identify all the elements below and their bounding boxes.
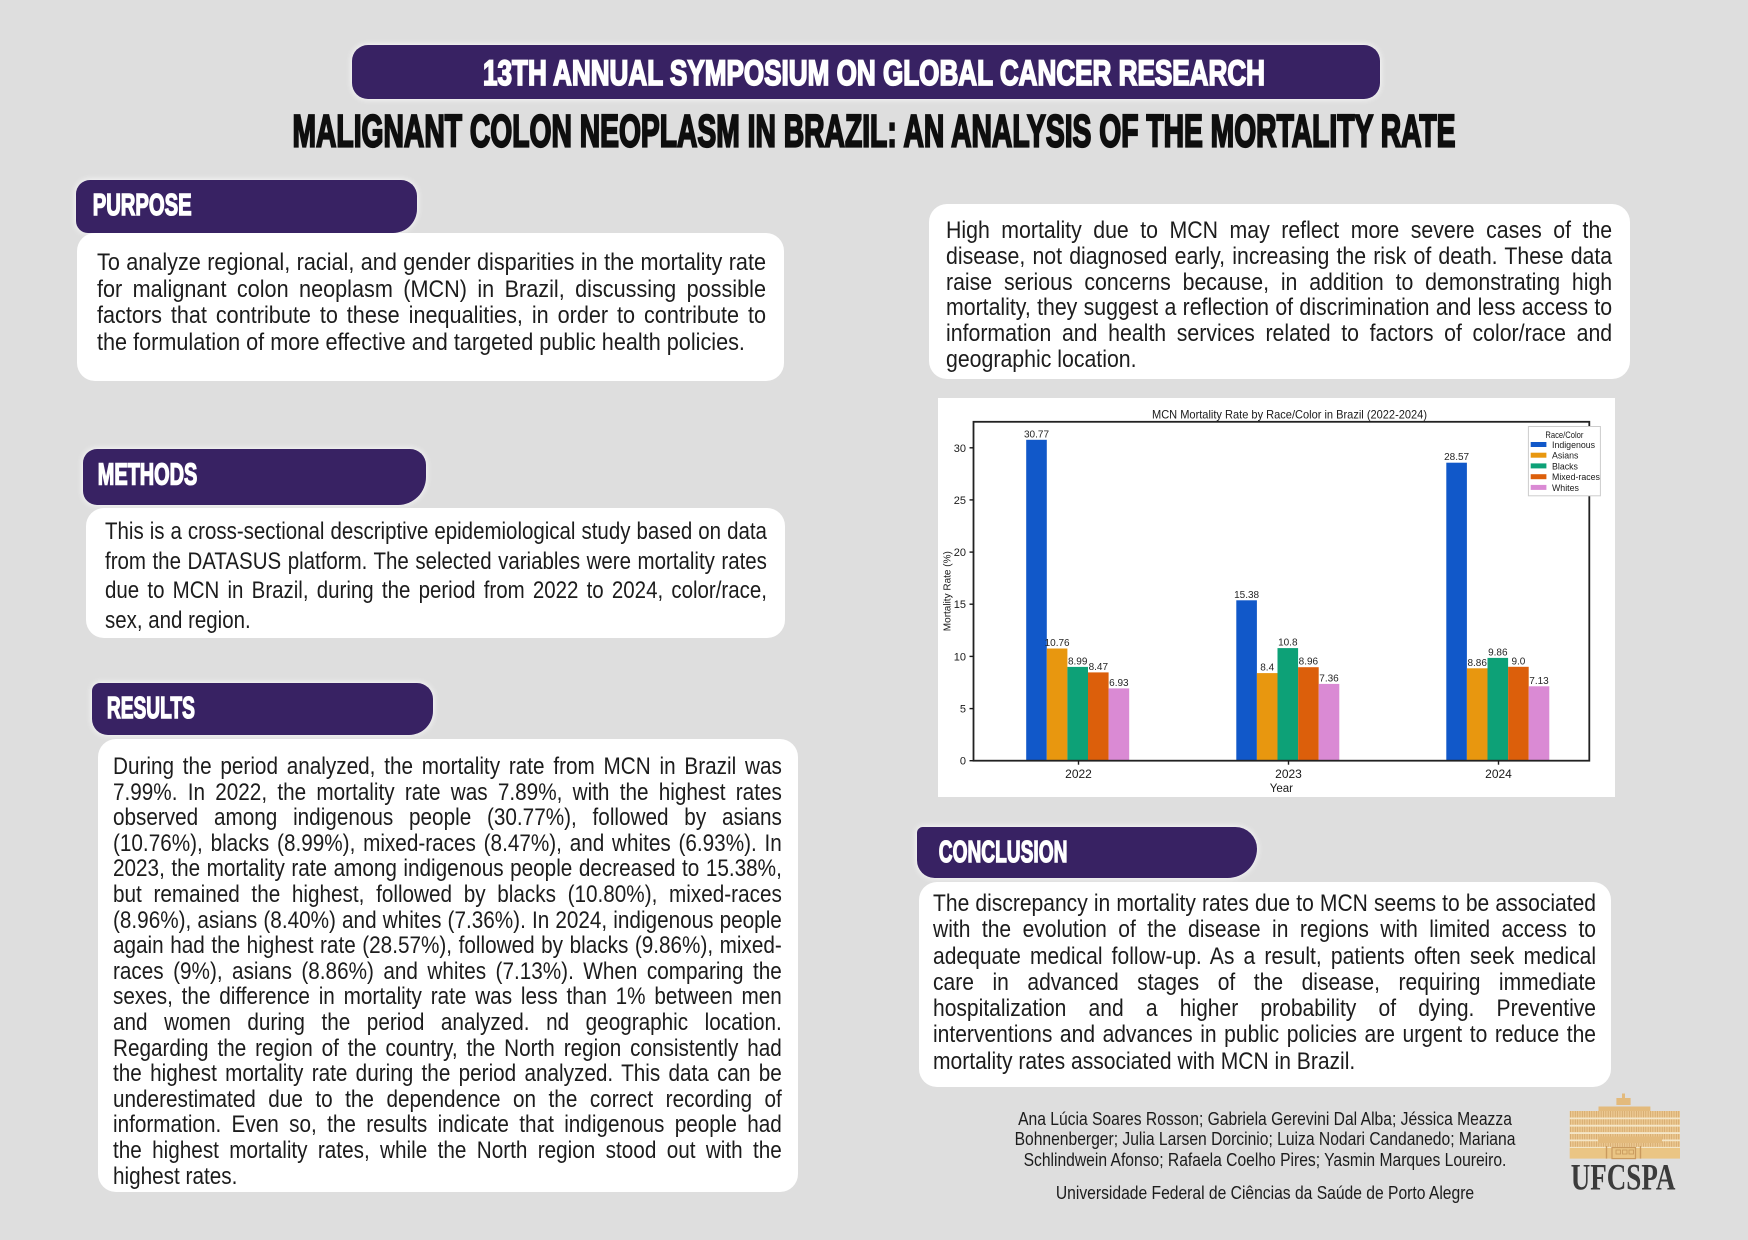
- svg-text:10.8: 10.8: [1278, 638, 1298, 649]
- svg-text:28.57: 28.57: [1444, 452, 1469, 463]
- svg-text:2024: 2024: [1485, 767, 1512, 781]
- svg-text:Blacks: Blacks: [1552, 461, 1579, 471]
- svg-text:Mortality Rate (%): Mortality Rate (%): [943, 551, 954, 631]
- svg-text:15.38: 15.38: [1234, 590, 1259, 601]
- svg-text:7.36: 7.36: [1319, 673, 1339, 684]
- svg-text:CONCLUSION: CONCLUSION: [939, 834, 1068, 869]
- svg-text:Whites: Whites: [1552, 483, 1579, 493]
- svg-text:8.47: 8.47: [1089, 662, 1109, 673]
- svg-text:15: 15: [954, 599, 966, 611]
- svg-text:25: 25: [954, 495, 966, 507]
- svg-text:UFCSPA: UFCSPA: [1571, 1158, 1676, 1199]
- svg-text:10.76: 10.76: [1045, 638, 1070, 649]
- svg-text:METHODS: METHODS: [98, 457, 198, 492]
- svg-text:MCN Mortality Rate by Race/Col: MCN Mortality Rate by Race/Color in Braz…: [1152, 407, 1427, 421]
- svg-text:Indigenous: Indigenous: [1552, 440, 1596, 450]
- svg-text:PURPOSE: PURPOSE: [93, 187, 192, 222]
- svg-text:7.13: 7.13: [1529, 676, 1549, 687]
- svg-text:2023: 2023: [1275, 767, 1302, 781]
- svg-text:Mixed-races: Mixed-races: [1552, 472, 1601, 482]
- svg-text:13TH ANNUAL SYMPOSIUM ON GLOBA: 13TH ANNUAL SYMPOSIUM ON GLOBAL CANCER R…: [483, 54, 1265, 93]
- svg-text:6.93: 6.93: [1109, 678, 1129, 689]
- svg-text:8.86: 8.86: [1467, 658, 1487, 669]
- svg-text:20: 20: [954, 547, 966, 559]
- svg-text:Asians: Asians: [1552, 451, 1579, 461]
- svg-text:8.96: 8.96: [1299, 657, 1319, 668]
- svg-text:10: 10: [954, 651, 966, 663]
- svg-text:9.0: 9.0: [1511, 656, 1525, 667]
- svg-text:Race/Color: Race/Color: [1545, 430, 1583, 440]
- svg-text:Year: Year: [1270, 783, 1293, 795]
- svg-text:30: 30: [954, 443, 966, 455]
- svg-text:5: 5: [960, 704, 966, 716]
- svg-text:0: 0: [960, 756, 966, 768]
- svg-text:2022: 2022: [1065, 767, 1092, 781]
- svg-text:9.86: 9.86: [1488, 647, 1508, 658]
- svg-text:8.99: 8.99: [1068, 656, 1088, 667]
- svg-text:RESULTS: RESULTS: [107, 690, 195, 725]
- svg-text:8.4: 8.4: [1260, 663, 1274, 674]
- svg-text:30.77: 30.77: [1024, 429, 1049, 440]
- svg-text:MALIGNANT COLON NEOPLASM IN BR: MALIGNANT COLON NEOPLASM IN BRAZIL: AN A…: [293, 106, 1456, 157]
